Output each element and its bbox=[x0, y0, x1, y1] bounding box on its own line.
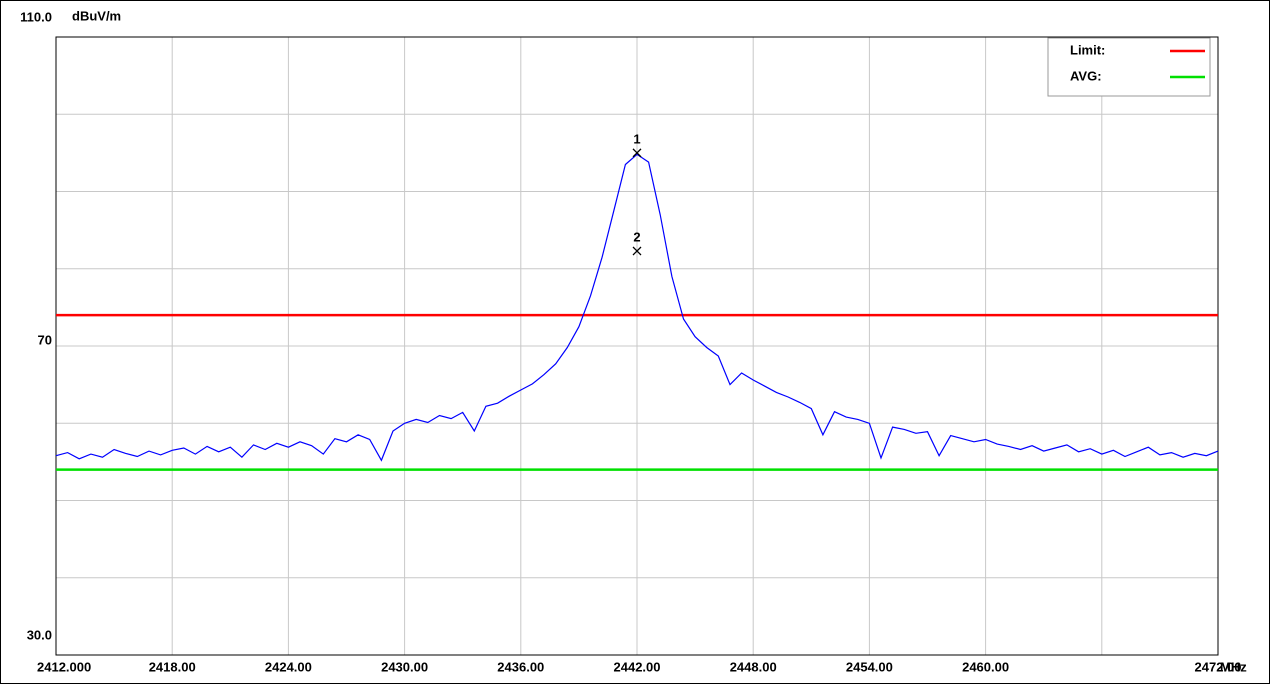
trace bbox=[55, 153, 1219, 462]
marker bbox=[632, 148, 642, 158]
x-tick-label: 2448.00 bbox=[730, 659, 777, 674]
marker bbox=[632, 246, 642, 256]
x-tick-label: 2412.000 bbox=[37, 659, 91, 674]
y-tick-label: 70 bbox=[38, 332, 52, 347]
x-tick-label: 2472.00 bbox=[1195, 659, 1242, 674]
x-tick-label: 2436.00 bbox=[497, 659, 544, 674]
x-tick-label: 2460.00 bbox=[962, 659, 1009, 674]
x-unit: MHz bbox=[1220, 659, 1247, 674]
x-tick-label: 2424.00 bbox=[265, 659, 312, 674]
marker-label: 1 bbox=[633, 131, 640, 146]
legend bbox=[1047, 37, 1211, 97]
x-tick-label: 2430.00 bbox=[381, 659, 428, 674]
y-tick-label: 110.0 bbox=[20, 9, 52, 24]
marker-label: 2 bbox=[633, 229, 640, 244]
y-unit: dBuV/m bbox=[72, 8, 121, 23]
legend-label: Limit: bbox=[1070, 42, 1105, 57]
y-tick-label: 30.0 bbox=[27, 627, 52, 642]
x-tick-label: 2454.00 bbox=[846, 659, 893, 674]
legend-label: AVG: bbox=[1070, 68, 1102, 83]
x-tick-label: 2442.00 bbox=[614, 659, 661, 674]
plot-area bbox=[55, 36, 1219, 656]
x-tick-label: 2418.00 bbox=[149, 659, 196, 674]
